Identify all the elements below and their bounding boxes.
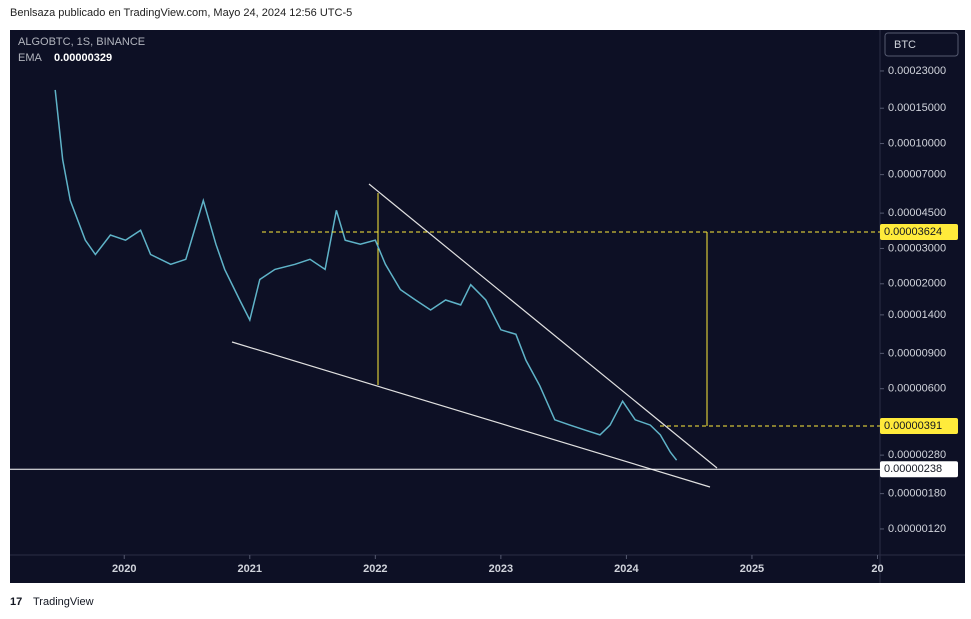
footer-brand: TradingView: [33, 596, 94, 608]
y-tick-label: 0.00023000: [888, 65, 946, 77]
x-tick-label: 2020: [112, 563, 136, 575]
price-line: [54, 89, 678, 461]
y-tick-label: 0.00001400: [888, 309, 946, 321]
chart-background: [10, 30, 965, 583]
trendline: [231, 341, 711, 488]
legend-symbol: ALGOBTC, 1S, BINANCE: [18, 36, 145, 48]
price-tag: [880, 223, 958, 240]
y-tick-label: 0.00004500: [888, 207, 946, 219]
byline: Benlsaza publicado en TradingView.com, M…: [10, 7, 352, 19]
currency-button[interactable]: [884, 32, 959, 57]
x-tick-label: 2023: [489, 563, 513, 575]
y-tick-label: 0.00010000: [888, 137, 946, 149]
y-tick-label: 0.00000180: [888, 488, 946, 500]
trendline: [368, 183, 718, 469]
legend-ema-value: 0.00000329: [54, 52, 112, 64]
x-tick-label: 20: [871, 563, 883, 575]
y-tick-label: 0.00007000: [888, 169, 946, 181]
y-tick-label: 0.00000120: [888, 523, 946, 535]
y-tick-label: 0.00000900: [888, 347, 946, 359]
price-tag: [880, 461, 958, 478]
legend-ema: EMA: [18, 52, 43, 64]
x-tick-label: 2025: [740, 563, 764, 575]
y-tick-label: 0.00000280: [888, 449, 946, 461]
y-tick-label: 0.00003000: [888, 242, 946, 254]
y-tick-label: 0.00002000: [888, 278, 946, 290]
x-tick-label: 2021: [238, 563, 262, 575]
x-tick-label: 2024: [614, 563, 639, 575]
price-tag-label: 0.00000238: [884, 463, 942, 475]
y-tick-label: 0.00000600: [888, 383, 946, 395]
price-tag-label: 0.00000391: [884, 420, 942, 432]
x-tick-label: 2022: [363, 563, 387, 575]
y-tick-label: 0.00015000: [888, 102, 946, 114]
price-tag: [880, 418, 958, 435]
logo-mark: 17: [10, 596, 22, 608]
price-tag-label: 0.00003624: [884, 226, 942, 238]
currency-label: BTC: [894, 39, 916, 51]
